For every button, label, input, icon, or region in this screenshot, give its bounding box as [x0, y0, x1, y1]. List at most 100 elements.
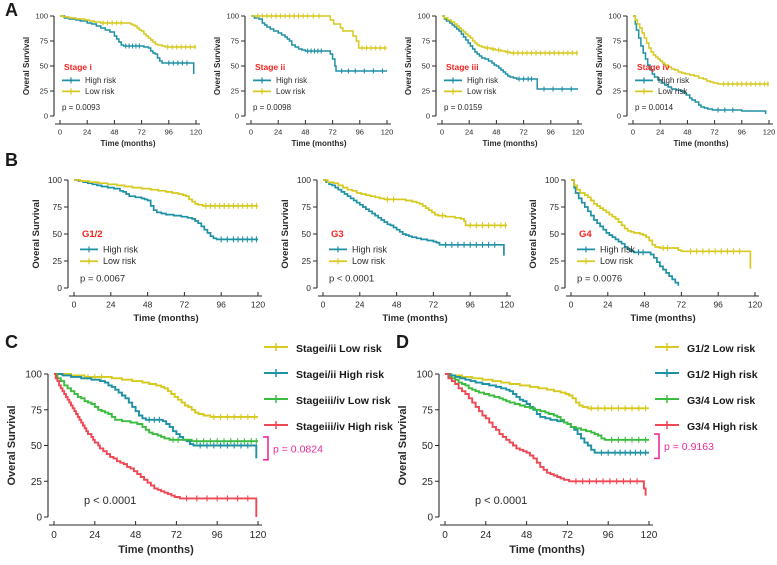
- svg-text:25: 25: [422, 477, 434, 488]
- legend-item: G3/4 High risk: [653, 414, 775, 440]
- svg-text:75: 75: [550, 202, 560, 212]
- km-plot-svg: 0 25 50 75 100 Overal Survival 0 24 48 72 96 120 Tim…: [6, 370, 323, 556]
- comparison-bracket: [263, 436, 269, 461]
- legend-line-g34-high: [653, 418, 681, 436]
- svg-text:25: 25: [550, 256, 560, 266]
- svg-text:48: 48: [143, 300, 153, 310]
- panel-letter-d: D: [396, 332, 409, 352]
- panel-c: C 0 25 50 75 100 Overal Survival 0 24 48 72 96 120 T…: [0, 332, 393, 565]
- survival-curve-1: [251, 15, 387, 49]
- panel-row-cd: C 0 25 50 75 100 Overal Survival 0 24 48 72 96 120 T…: [0, 332, 777, 565]
- y-axis-label: Overal Survival: [397, 405, 409, 485]
- y-axis-label: Overal Survival: [280, 199, 291, 268]
- svg-text:0: 0: [440, 128, 444, 137]
- p-value-text: p = 0.0014: [635, 103, 674, 112]
- legend-label: G3/4 Low risk: [687, 395, 756, 407]
- svg-text:0: 0: [72, 300, 77, 310]
- survival-curve-1: [322, 179, 507, 227]
- p-value-text: p < 0.0001: [329, 274, 374, 285]
- svg-text:0: 0: [249, 128, 253, 137]
- legend-line-g12-low: [653, 340, 681, 358]
- legend-line-stage34-high: [262, 418, 290, 436]
- survival-curve-0: [442, 15, 578, 90]
- svg-text:75: 75: [53, 202, 63, 212]
- svg-text:120: 120: [499, 300, 513, 310]
- svg-text:96: 96: [713, 300, 723, 310]
- y-axis-label: Overal Survival: [22, 37, 31, 95]
- svg-text:0: 0: [306, 283, 311, 293]
- km-plot-svg: 0 25 50 75 100 Overal Survival 0 24 48 72 96 120 Tim…: [595, 12, 775, 148]
- axes: 0 25 50 75 100 Overal Survival 0 24 48 72 96 120 Tim…: [397, 370, 658, 556]
- svg-text:25: 25: [422, 87, 430, 96]
- comparison-bracket: [654, 433, 660, 460]
- legend-label: G3/4 High risk: [687, 421, 758, 433]
- svg-text:72: 72: [519, 128, 527, 137]
- legend-line-stage34-low: [262, 392, 290, 410]
- p-value-text: p = 0.0076: [577, 274, 622, 285]
- group-label: G3: [331, 229, 344, 240]
- svg-text:120: 120: [250, 530, 267, 541]
- p-value-text: p = 0.0093: [62, 103, 101, 112]
- svg-text:0: 0: [569, 300, 574, 310]
- svg-text:0: 0: [320, 300, 325, 310]
- svg-text:72: 72: [677, 300, 687, 310]
- svg-text:50: 50: [422, 441, 434, 452]
- km-plot-stage-ii: 0 25 50 75 100 Overal Survival 0 24 48 72 96 120 Tim…: [209, 0, 395, 150]
- svg-text:0: 0: [426, 112, 430, 121]
- legend-panel-c: Stagei/ii Low risk Stagei/ii High risk S…: [262, 336, 393, 440]
- svg-text:48: 48: [301, 128, 309, 137]
- survival-curve-1: [54, 373, 258, 459]
- legend-label: Stageiii/iv Low risk: [296, 395, 391, 407]
- legend-panel-d: G1/2 Low risk G1/2 High risk G3/4 Low ri…: [653, 336, 775, 440]
- svg-text:120: 120: [381, 128, 394, 137]
- axes: 0 25 50 75 100 Overal Survival 0 24 48 72 96 120 Tim…: [404, 12, 584, 148]
- legend-entry-label: Low risk: [600, 256, 634, 266]
- svg-text:24: 24: [480, 530, 492, 541]
- km-plot-svg: 0 25 50 75 100 Overal Survival 0 24 48 72 96 120 Tim…: [31, 175, 265, 324]
- svg-text:0: 0: [427, 513, 433, 524]
- survival-curve-1: [633, 15, 769, 85]
- legend-line-stage12-high: [262, 366, 290, 384]
- svg-text:75: 75: [231, 37, 239, 46]
- svg-text:50: 50: [53, 229, 63, 239]
- svg-text:24: 24: [89, 530, 101, 541]
- survival-curve-0: [445, 373, 649, 410]
- svg-text:24: 24: [274, 128, 282, 137]
- legend-line-stage12-low: [262, 340, 290, 358]
- svg-text:120: 120: [572, 128, 585, 137]
- svg-text:75: 75: [613, 37, 621, 46]
- km-plot-stage-i: 0 25 50 75 100 Overal Survival 0 24 48 72 96 120 Tim…: [18, 0, 204, 150]
- svg-text:96: 96: [547, 128, 555, 137]
- svg-text:0: 0: [51, 530, 57, 541]
- svg-text:75: 75: [301, 202, 311, 212]
- svg-text:100: 100: [545, 175, 559, 185]
- x-axis-label: Time (months): [292, 139, 347, 148]
- group-label: G1/2: [82, 229, 103, 240]
- survival-curve-2: [445, 373, 649, 441]
- svg-text:0: 0: [617, 112, 621, 121]
- survival-curve-0: [322, 179, 505, 256]
- svg-text:96: 96: [738, 128, 746, 137]
- svg-text:0: 0: [554, 283, 559, 293]
- svg-text:100: 100: [417, 12, 430, 21]
- legend-entry-label: High risk: [276, 76, 308, 85]
- axes: 0 25 50 75 100 Overal Survival 0 24 48 72 96 120 Tim…: [595, 12, 775, 148]
- svg-text:0: 0: [44, 112, 48, 121]
- km-plot-stage-iv: 0 25 50 75 100 Overal Survival 0 24 48 72 96 120 Tim…: [591, 0, 777, 150]
- legend-entry-label: High risk: [85, 76, 117, 85]
- svg-text:48: 48: [521, 530, 533, 541]
- svg-text:96: 96: [216, 300, 226, 310]
- legend-item: Stagei/ii Low risk: [262, 336, 384, 362]
- svg-text:25: 25: [53, 256, 63, 266]
- svg-text:120: 120: [190, 128, 203, 137]
- legend-item: Stagei/ii High risk: [262, 362, 384, 388]
- svg-text:96: 96: [465, 300, 475, 310]
- x-axis-label: Time (months): [483, 139, 538, 148]
- legend-entry-label: Low risk: [85, 87, 115, 96]
- axes: 0 25 50 75 100 Overal Survival 0 24 48 72 96 120 Tim…: [31, 175, 265, 324]
- legend-entry-label: High risk: [600, 244, 636, 254]
- legend-item: G3/4 Low risk: [653, 388, 775, 414]
- legend-entry-label: High risk: [467, 76, 499, 85]
- x-axis-label: Time (months): [674, 139, 729, 148]
- svg-text:48: 48: [640, 300, 650, 310]
